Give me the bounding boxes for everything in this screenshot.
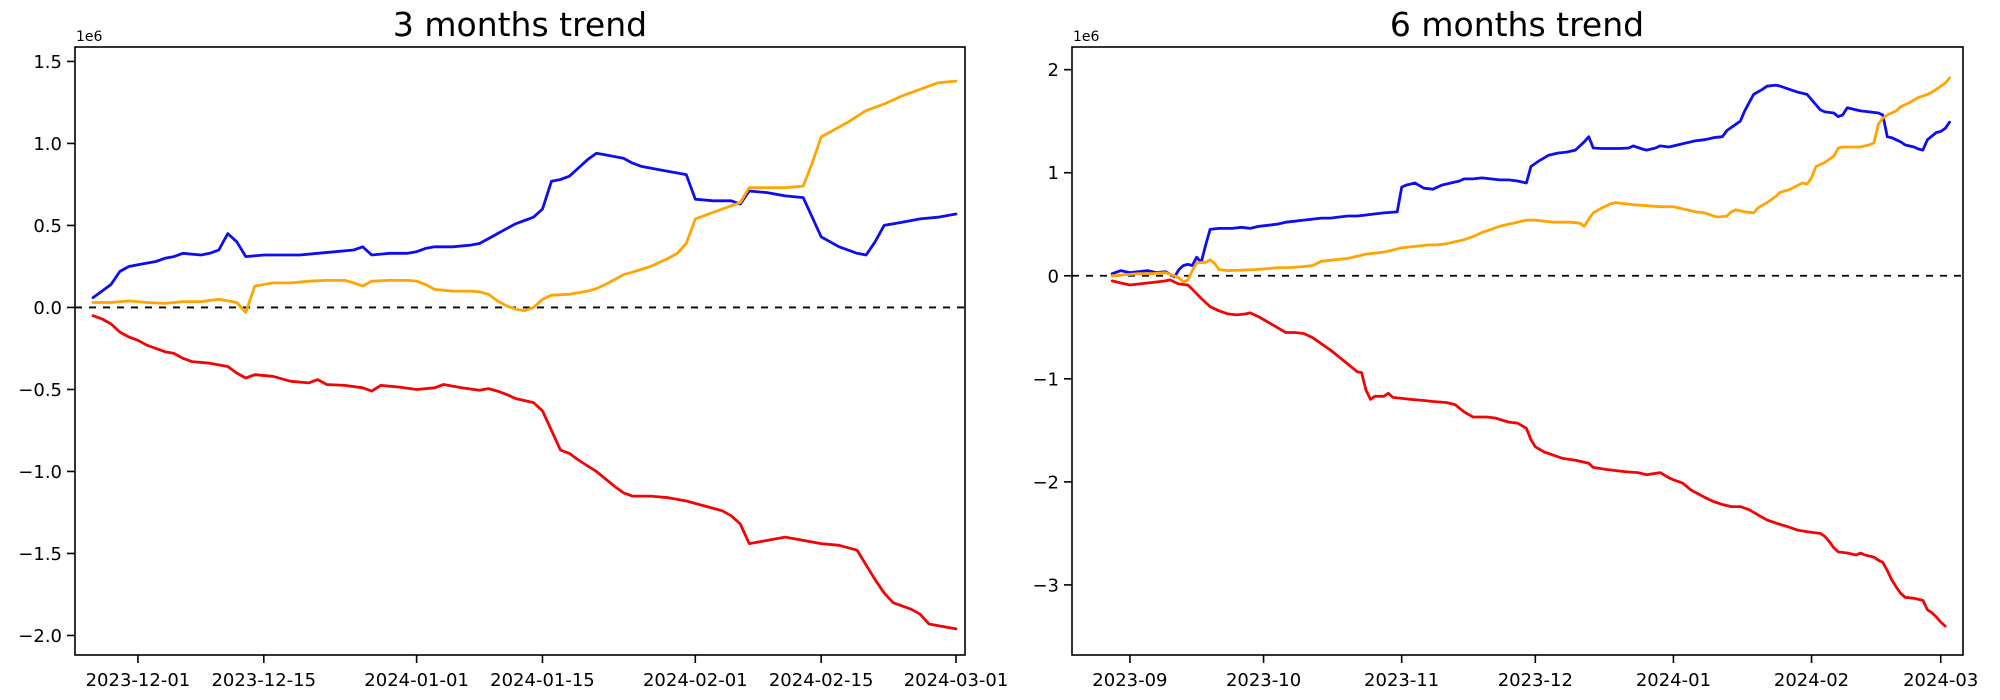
series-line-blue [91, 151, 958, 300]
x-tick-label: 2023-12-01 [86, 670, 191, 691]
chart-title: 6 months trend [1390, 5, 1644, 44]
y-axis: 2 1 0 −1 −2 −3 [1032, 60, 1072, 596]
plot-border [1071, 46, 1964, 656]
series-line-red [1110, 278, 1947, 628]
y-tick-label: −1 [1032, 369, 1059, 390]
y-tick-label: −2 [1032, 472, 1059, 493]
series-line-orange [91, 79, 958, 314]
series-line-red [91, 314, 958, 631]
x-axis: 2023-12-01 2023-12-15 2024-01-01 2024-01-15… [86, 655, 1009, 691]
x-tick-label: 2024-02 [1774, 670, 1849, 691]
y-tick-label: 0.0 [33, 298, 62, 319]
x-tick-label: 2024-03-01 [904, 670, 1009, 691]
x-tick-label: 2023-09 [1092, 670, 1167, 691]
x-tick-label: 2024-01 [1636, 670, 1711, 691]
y-tick-label: 1.0 [33, 134, 62, 155]
y-tick-label: 2 [1048, 60, 1059, 81]
series-line-orange [1110, 76, 1951, 284]
y-tick-label: 1 [1048, 163, 1059, 184]
y-tick-label: −1.0 [18, 462, 62, 483]
y-tick-label: −2.0 [18, 626, 62, 647]
x-tick-label: 2024-01-01 [364, 670, 469, 691]
plot-border [74, 46, 966, 656]
y-axis: 1.5 1.0 0.5 0.0 −0.5 −1.0 −1.5 −2.0 [18, 52, 75, 647]
chart-3-months-trend: 3 months trend 1e6 1.5 1.0 0.5 0.0 −0.5 −1.0 −… [18, 5, 1008, 691]
y-tick-label: −3 [1032, 575, 1059, 596]
y-tick-label: 1.5 [33, 52, 62, 73]
chart-title: 3 months trend [393, 5, 647, 44]
y-tick-label: 0 [1048, 266, 1059, 287]
y-axis-scale-label: 1e6 [76, 29, 103, 45]
x-axis: 2023-09 2023-10 2023-11 2023-12 2024-01 2024-… [1092, 655, 1978, 691]
y-tick-label: 0.5 [33, 216, 62, 237]
x-tick-label: 2023-10 [1226, 670, 1301, 691]
x-tick-label: 2023-12 [1498, 670, 1573, 691]
x-tick-label: 2024-03 [1903, 670, 1978, 691]
x-tick-label: 2024-02-01 [643, 670, 748, 691]
series-line-blue [1110, 83, 1951, 279]
x-tick-label: 2024-02-15 [769, 670, 874, 691]
y-tick-label: −1.5 [18, 544, 62, 565]
y-tick-label: −0.5 [18, 380, 62, 401]
x-tick-label: 2024-01-15 [490, 670, 595, 691]
y-axis-scale-label: 1e6 [1073, 29, 1100, 45]
x-tick-label: 2023-12-15 [211, 670, 316, 691]
x-tick-label: 2023-11 [1364, 670, 1439, 691]
